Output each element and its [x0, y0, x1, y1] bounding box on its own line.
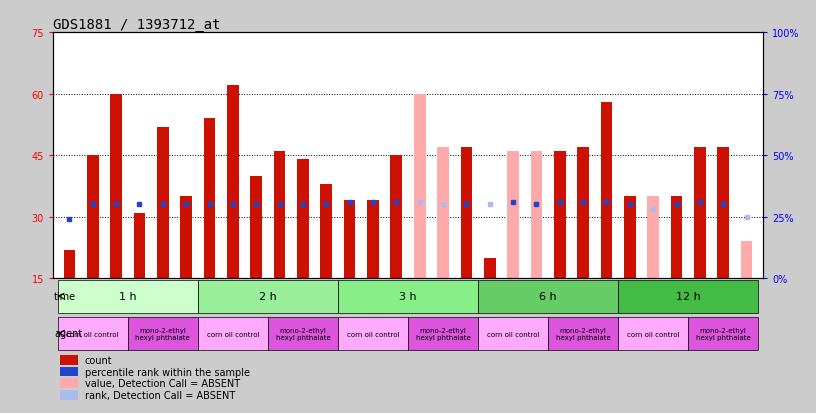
- Bar: [391, 156, 402, 279]
- Bar: [273, 152, 286, 279]
- Bar: [197, 280, 338, 314]
- Bar: [338, 317, 408, 351]
- Text: 3 h: 3 h: [399, 291, 417, 301]
- Bar: [227, 86, 239, 279]
- Bar: [554, 152, 565, 279]
- Bar: [297, 160, 308, 279]
- Bar: [134, 213, 145, 279]
- Bar: [58, 317, 128, 351]
- Text: mono-2-ethyl
hexyl phthalate: mono-2-ethyl hexyl phthalate: [696, 328, 751, 340]
- Bar: [508, 152, 519, 279]
- Bar: [157, 127, 169, 279]
- Text: 6 h: 6 h: [539, 291, 557, 301]
- Bar: [414, 95, 425, 279]
- Bar: [530, 152, 543, 279]
- Text: corn oil control: corn oil control: [206, 331, 259, 337]
- Text: agent: agent: [54, 328, 82, 338]
- Bar: [60, 367, 78, 377]
- Bar: [60, 355, 78, 365]
- Text: corn oil control: corn oil control: [66, 331, 119, 337]
- Bar: [647, 197, 659, 279]
- Text: time: time: [54, 291, 77, 301]
- Bar: [338, 280, 478, 314]
- Bar: [619, 280, 758, 314]
- Text: corn oil control: corn oil control: [347, 331, 399, 337]
- Bar: [694, 148, 706, 279]
- Text: mono-2-ethyl
hexyl phthalate: mono-2-ethyl hexyl phthalate: [135, 328, 190, 340]
- Bar: [717, 148, 730, 279]
- Text: corn oil control: corn oil control: [487, 331, 539, 337]
- Bar: [437, 148, 449, 279]
- Text: rank, Detection Call = ABSENT: rank, Detection Call = ABSENT: [85, 390, 235, 400]
- Bar: [688, 317, 758, 351]
- Bar: [624, 197, 636, 279]
- Bar: [741, 242, 752, 279]
- Text: mono-2-ethyl
hexyl phthalate: mono-2-ethyl hexyl phthalate: [415, 328, 470, 340]
- Bar: [321, 185, 332, 279]
- Text: value, Detection Call = ABSENT: value, Detection Call = ABSENT: [85, 378, 240, 388]
- Bar: [548, 317, 619, 351]
- Bar: [268, 317, 338, 351]
- Bar: [671, 197, 682, 279]
- Bar: [128, 317, 197, 351]
- Bar: [197, 317, 268, 351]
- Bar: [344, 201, 356, 279]
- Bar: [204, 119, 215, 279]
- Text: corn oil control: corn oil control: [627, 331, 680, 337]
- Text: 2 h: 2 h: [259, 291, 277, 301]
- Bar: [60, 378, 78, 388]
- Bar: [484, 258, 495, 279]
- Bar: [64, 250, 75, 279]
- Bar: [460, 148, 472, 279]
- Text: 1 h: 1 h: [119, 291, 136, 301]
- Text: percentile rank within the sample: percentile rank within the sample: [85, 367, 250, 377]
- Bar: [408, 317, 478, 351]
- Bar: [180, 197, 192, 279]
- Bar: [86, 156, 99, 279]
- Bar: [601, 103, 612, 279]
- Text: 12 h: 12 h: [676, 291, 701, 301]
- Bar: [478, 317, 548, 351]
- Bar: [367, 201, 379, 279]
- Text: GDS1881 / 1393712_at: GDS1881 / 1393712_at: [53, 18, 220, 32]
- Text: mono-2-ethyl
hexyl phthalate: mono-2-ethyl hexyl phthalate: [556, 328, 610, 340]
- Bar: [58, 280, 197, 314]
- Text: count: count: [85, 355, 113, 365]
- Bar: [577, 148, 589, 279]
- Bar: [478, 280, 619, 314]
- Bar: [251, 176, 262, 279]
- Text: mono-2-ethyl
hexyl phthalate: mono-2-ethyl hexyl phthalate: [276, 328, 330, 340]
- Bar: [60, 390, 78, 400]
- Bar: [110, 95, 122, 279]
- Bar: [619, 317, 688, 351]
